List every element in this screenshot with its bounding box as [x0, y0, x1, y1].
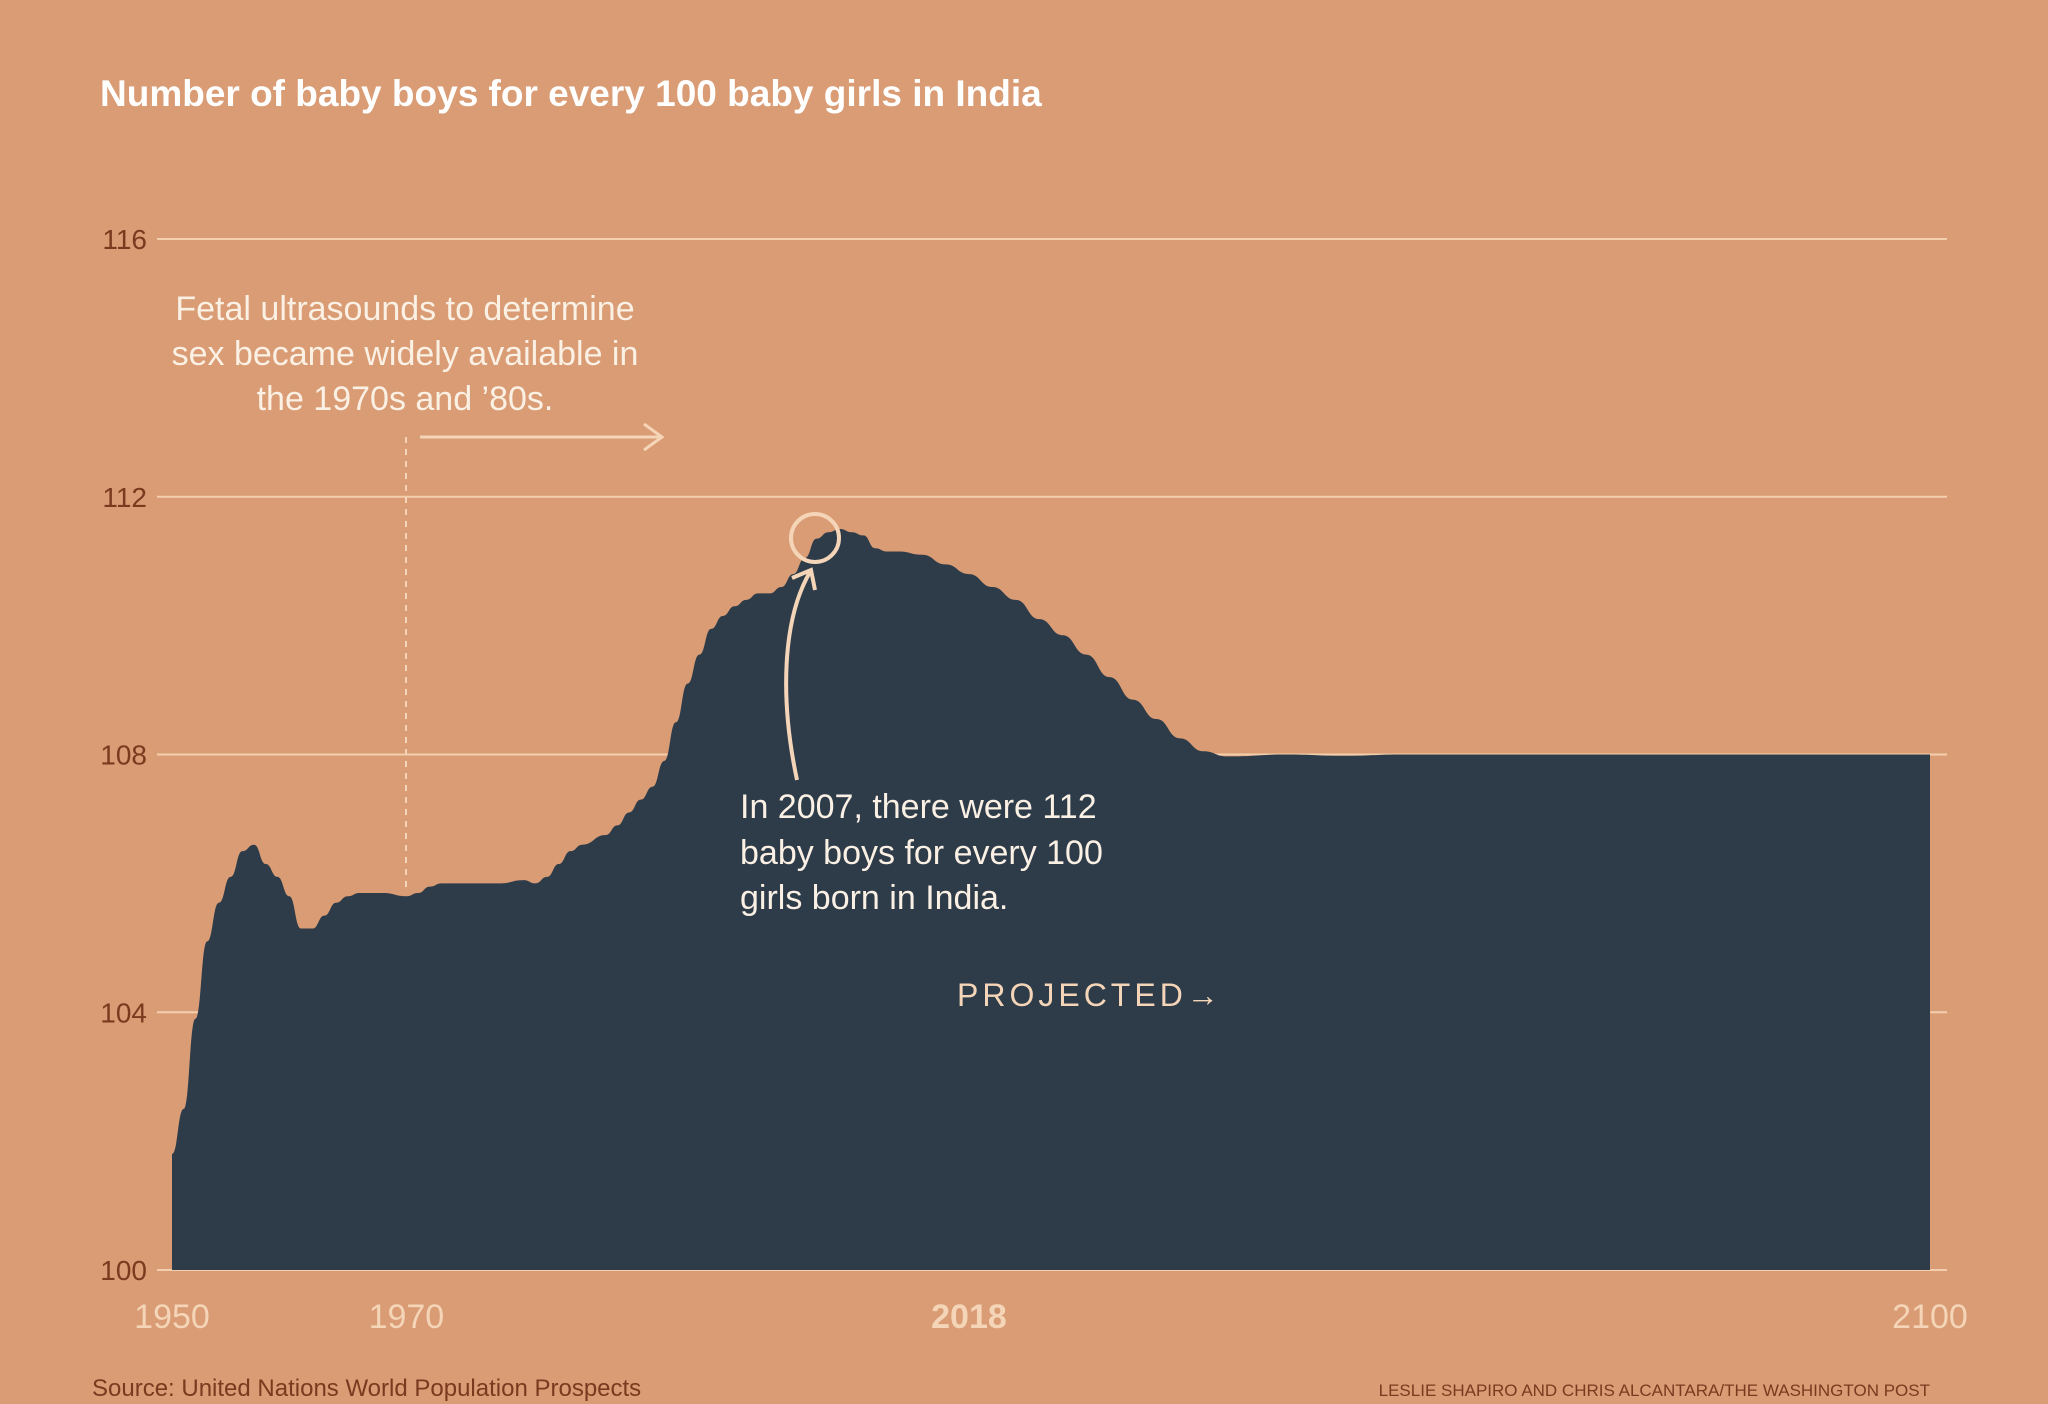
x-tick-label: 2018 [931, 1298, 1007, 1336]
peak-annotation: In 2007, there were 112 baby boys for ev… [740, 512, 1103, 917]
y-tick-label: 104 [100, 997, 147, 1028]
annotation-line: baby boys for every 100 [740, 834, 1103, 872]
right-arrow-icon [420, 422, 665, 452]
ultrasound-annotation: Fetal ultrasounds to determine sex becam… [172, 290, 665, 893]
y-tick-label: 108 [100, 740, 147, 771]
annotation-line: sex became widely available in [172, 335, 639, 373]
source-note: Source: United Nations World Population … [92, 1375, 641, 1402]
peak-circle-marker [789, 512, 841, 564]
y-tick-label: 100 [100, 1255, 147, 1286]
annotation-line: girls born in India. [740, 879, 1008, 917]
projected-label: PROJECTED→ [957, 977, 1223, 1013]
x-tick-label: 1970 [369, 1298, 445, 1336]
x-tick-label: 2100 [1892, 1298, 1968, 1336]
credit-line: LESLIE SHAPIRO AND CHRIS ALCANTARA/THE W… [1379, 1381, 1930, 1400]
curved-arrow-icon [784, 567, 817, 781]
y-tick-label: 112 [102, 482, 147, 513]
annotation-line: the 1970s and ’80s. [257, 380, 554, 418]
annotation-line: Fetal ultrasounds to determine [175, 290, 634, 328]
annotation-line: In 2007, there were 112 [740, 788, 1097, 826]
y-tick-label: 116 [102, 224, 147, 255]
y-axis: 100 104 108 112 116 [100, 224, 147, 1286]
x-tick-label: 1950 [134, 1298, 210, 1336]
area-series [172, 528, 1930, 1270]
x-axis: 1950 1970 2018 2100 [134, 1298, 1968, 1336]
chart-title: Number of baby boys for every 100 baby g… [100, 73, 1042, 114]
